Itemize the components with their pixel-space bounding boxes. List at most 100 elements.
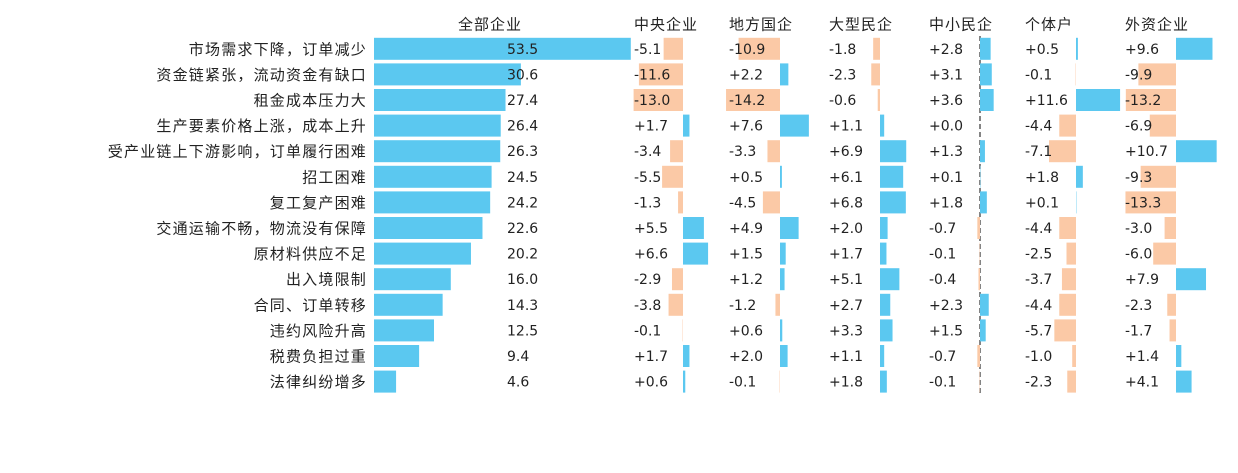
data-label: -2.3 [829,67,856,83]
bar [374,89,506,111]
data-label: -4.4 [1025,298,1052,314]
bar [762,191,780,214]
data-label: -13.2 [1125,93,1161,109]
bar [880,165,904,188]
data-label: 20.2 [507,247,538,263]
data-label: +1.8 [929,195,963,211]
bar [880,217,888,239]
data-label: -3.4 [634,144,661,160]
data-label: -3.0 [1125,221,1152,237]
data-label: +3.1 [929,67,963,83]
bar [880,345,885,367]
bar [880,268,900,291]
bar [668,293,683,316]
bar [683,242,709,265]
category-label: 招工困难 [302,168,367,186]
bar [1176,345,1182,367]
bar [1140,165,1176,188]
bar [374,293,443,316]
bar [1059,293,1076,316]
bar [662,165,683,188]
bar [1054,319,1076,342]
bar [1061,268,1076,291]
bar [1076,89,1121,111]
data-label: 26.3 [507,144,538,160]
data-label: -11.6 [634,67,670,83]
bar [374,37,631,60]
bar [374,370,397,393]
bar [767,140,780,163]
category-label: 原材料供应不足 [254,245,367,263]
data-label: -7.1 [1025,144,1052,160]
data-label: +0.5 [729,170,763,186]
bar [683,114,690,137]
bar [980,89,994,111]
data-label: +10.7 [1125,144,1168,160]
data-label: +5.1 [829,272,863,288]
data-label: +1.7 [829,247,863,263]
bar [1176,140,1217,163]
bar [738,37,780,60]
bar [374,345,420,367]
bar [374,191,491,214]
data-label: +1.7 [634,349,668,365]
data-label: -0.1 [929,247,956,263]
bar [980,63,992,86]
bar [683,345,690,367]
data-label: +0.1 [929,170,963,186]
data-label: -5.7 [1025,323,1052,339]
data-label: -6.9 [1125,119,1152,135]
data-label: -3.8 [634,298,661,314]
bar [1176,37,1213,60]
bar [1125,89,1176,111]
data-label: -1.2 [729,298,756,314]
category-label: 生产要素价格上涨，成本上升 [156,117,367,135]
bar [780,165,782,188]
data-label: -4.5 [729,195,756,211]
data-label: +2.0 [829,221,863,237]
bar [1167,293,1176,316]
data-label: -3.3 [729,144,756,160]
bar [1059,114,1076,137]
series-header: 中小民企 [929,16,993,34]
data-label: -2.3 [1125,298,1152,314]
bar [880,319,893,342]
bar [780,242,786,265]
series-header: 中央企业 [634,16,698,34]
bar [977,345,980,367]
bar [1076,37,1078,60]
bar [1066,242,1076,265]
bar [980,191,987,214]
bar [980,319,986,342]
bar [1067,370,1076,393]
data-label: +5.5 [634,221,668,237]
category-label: 出入境限制 [286,271,367,289]
data-label: +1.8 [1025,170,1059,186]
bar [880,293,891,316]
data-label: -1.3 [634,195,661,211]
bar [374,319,434,342]
data-label: +6.8 [829,195,863,211]
bar [775,293,780,316]
data-label: +4.9 [729,221,763,237]
bar [980,293,989,316]
data-label: +1.5 [729,247,763,263]
bar [726,89,780,111]
series-header: 地方国企 [729,16,793,34]
data-label: +9.6 [1125,42,1159,58]
bar [374,242,471,265]
data-label: +2.3 [929,298,963,314]
data-label: +11.6 [1025,93,1068,109]
data-label: +7.6 [729,119,763,135]
bar [978,268,980,291]
data-label: 16.0 [507,272,538,288]
category-label: 资金链紧张，流动资金有缺口 [156,66,367,84]
data-label: +0.1 [1025,195,1059,211]
data-label: -0.6 [829,93,856,109]
bar [880,114,885,137]
data-label: +3.6 [929,93,963,109]
category-label: 复工复产困难 [270,194,367,212]
bar [683,217,704,239]
data-label: +6.1 [829,170,863,186]
data-label: -1.7 [1125,323,1152,339]
